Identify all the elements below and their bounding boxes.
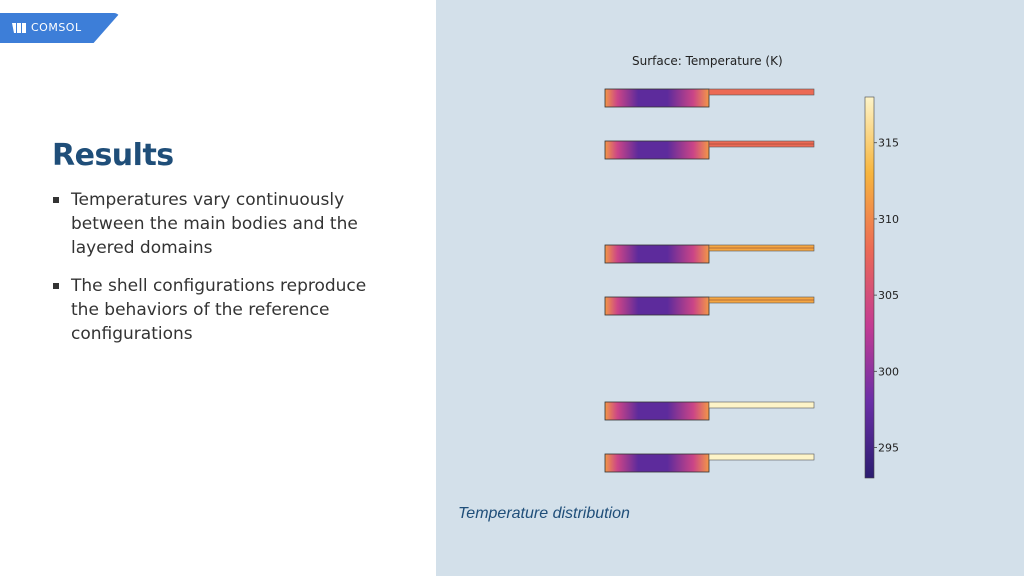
bullet-list: Temperatures vary continuously between t… bbox=[52, 188, 382, 360]
configuration-5 bbox=[604, 401, 815, 421]
main-body bbox=[604, 296, 710, 316]
text-panel: COMSOL Results Temperatures vary continu… bbox=[0, 0, 436, 576]
layered-domain bbox=[708, 401, 815, 409]
main-body bbox=[604, 244, 710, 264]
comsol-logo-icon bbox=[12, 23, 26, 33]
configuration-4 bbox=[604, 296, 815, 316]
configuration-1 bbox=[604, 88, 815, 108]
figure-panel bbox=[436, 0, 1024, 576]
bullet-text: The shell configurations reproduce the b… bbox=[71, 276, 367, 344]
main-body bbox=[604, 401, 710, 421]
bullet-text: Temperatures vary continuously between t… bbox=[71, 190, 358, 258]
layered-domain bbox=[708, 88, 815, 96]
brand-name: COMSOL bbox=[31, 21, 82, 34]
figure-caption: Temperature distribution bbox=[458, 505, 630, 522]
slide-title: Results bbox=[52, 138, 174, 173]
colorbar-tick-label: 305 bbox=[878, 289, 899, 302]
main-body bbox=[604, 453, 710, 473]
configuration-2 bbox=[604, 140, 815, 160]
main-body bbox=[604, 88, 710, 108]
colorbar-tick-label: 310 bbox=[878, 213, 899, 226]
configuration-6 bbox=[604, 453, 815, 473]
main-body bbox=[604, 140, 710, 160]
bullet-marker-icon bbox=[53, 197, 59, 203]
plot-title: Surface: Temperature (K) bbox=[632, 54, 783, 68]
configuration-3 bbox=[604, 244, 815, 264]
bullet-item: Temperatures vary continuously between t… bbox=[52, 188, 382, 260]
colorbar-gradient bbox=[864, 96, 875, 479]
colorbar-tick-label: 300 bbox=[878, 365, 899, 378]
bullet-item: The shell configurations reproduce the b… bbox=[52, 274, 382, 346]
bullet-marker-icon bbox=[53, 283, 59, 289]
layered-domain bbox=[708, 453, 815, 461]
colorbar-tick-label: 295 bbox=[878, 442, 899, 455]
colorbar-tick-label: 315 bbox=[878, 137, 899, 150]
